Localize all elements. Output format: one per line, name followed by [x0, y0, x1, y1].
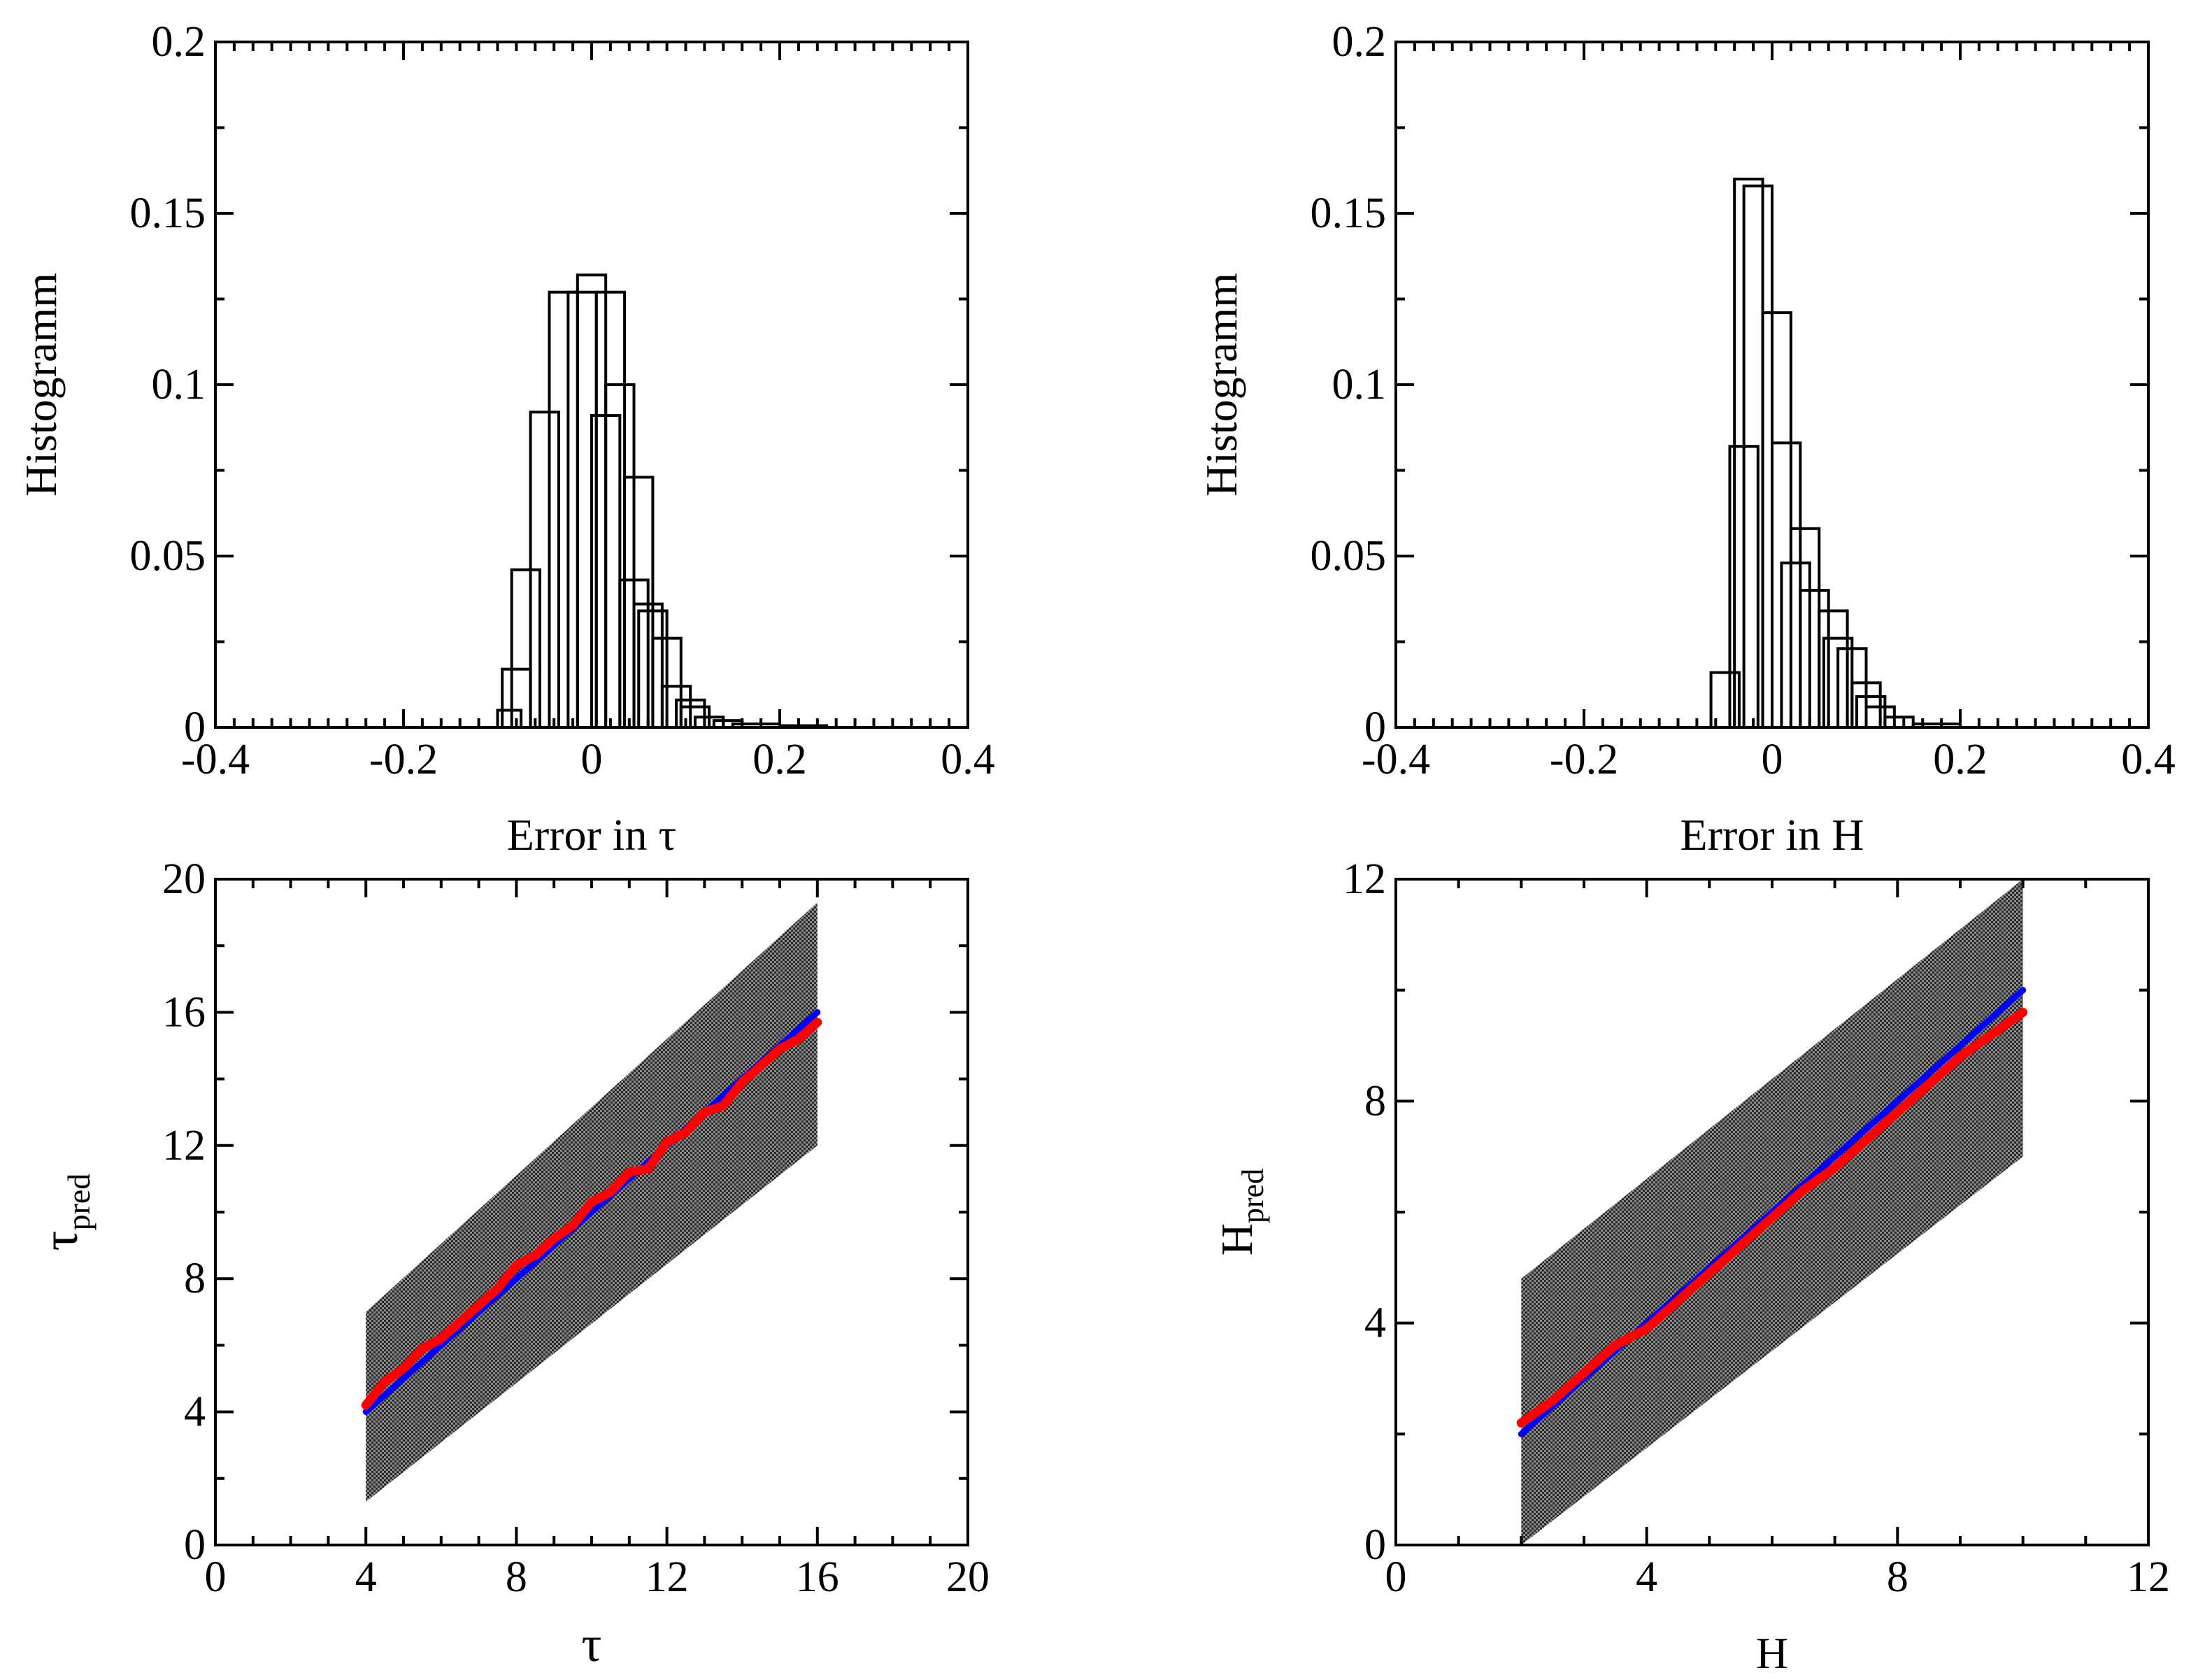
x-tick-label: -0.2	[369, 736, 438, 783]
y-tick-label: 0.05	[130, 532, 206, 580]
y-axis-label: Histogramm	[1197, 273, 1246, 497]
x-axis-label: Error in τ	[507, 810, 677, 860]
y-tick-label: 0.1	[152, 361, 206, 408]
x-tick-label: 0	[581, 736, 603, 783]
mean-prediction-line	[361, 1018, 822, 1410]
x-tick-label: 12	[2127, 1553, 2170, 1601]
histogram-bar	[1728, 445, 1760, 727]
histogram-bar	[1818, 609, 1849, 727]
y-tick-label: 4	[1364, 1300, 1386, 1347]
histogram-bar	[1789, 527, 1821, 727]
y-axis-label-main: τ	[32, 1230, 88, 1251]
x-tick-label: 8	[506, 1553, 527, 1601]
y-axis-label-sub: pred	[1236, 1169, 1270, 1223]
y-tick-label: 0.1	[1332, 361, 1387, 408]
x-tick-label: 0.2	[1933, 736, 1987, 783]
x-tick-label: 0	[205, 1553, 227, 1601]
mean-prediction-line	[1516, 1007, 2028, 1428]
y-axis-label: Hpred	[1212, 1169, 1270, 1255]
histogram-bar	[1780, 561, 1811, 727]
y-tick-label: 8	[184, 1255, 206, 1302]
x-axis-label: Error in H	[1680, 810, 1864, 860]
y-axis-label-sub: pred	[61, 1174, 97, 1231]
histogram-bar	[1761, 311, 1792, 727]
y-tick-label: 0	[184, 704, 206, 751]
x-tick-label: 0	[1385, 1553, 1407, 1601]
panel-hist-tau: -0.4 -0.2 0 0.2 0.4 0 0.05 0.1 0.15 0.2 Error in …	[16, 18, 995, 860]
x-axis-label: τ	[582, 1616, 602, 1672]
histogram-bar	[548, 290, 579, 727]
histogram-bar	[501, 667, 532, 727]
x-tick-label: 0.4	[941, 736, 995, 783]
x-tick-label: -0.4	[1362, 736, 1430, 783]
y-tick-label: 12	[162, 1122, 206, 1169]
panel-scatter-h: 0 4 8 12 0 4 8 12 H Hpred	[1212, 855, 2170, 1678]
x-tick-label: 16	[796, 1553, 839, 1601]
y-tick-label: 0.05	[1311, 532, 1387, 580]
histogram-bar	[1883, 716, 1915, 727]
x-tick-label: -0.4	[181, 736, 250, 783]
y-tick-label: 0	[184, 1521, 206, 1569]
y-tick-label: 0.15	[1311, 190, 1387, 237]
y-axis-label: τpred	[32, 1174, 97, 1251]
x-tick-label: 0.2	[752, 736, 807, 783]
x-tick-label: 8	[1887, 1553, 1908, 1601]
x-tick-label: 20	[946, 1553, 990, 1601]
panel-hist-h: -0.4 -0.2 0 0.2 0.4 0 0.05 0.1 0.15 0.2 Error in …	[1197, 18, 2176, 860]
histogram-bar	[604, 383, 636, 727]
x-tick-label: 4	[1636, 1553, 1657, 1601]
y-tick-label: 20	[162, 855, 206, 903]
y-tick-label: 12	[1343, 855, 1386, 903]
histogram-bar	[594, 290, 627, 727]
y-tick-label: 0.2	[1332, 18, 1387, 66]
y-tick-label: 0.2	[152, 18, 206, 66]
y-tick-label: 16	[162, 988, 206, 1036]
y-axis-label-main: H	[1212, 1223, 1262, 1255]
histogram-bar	[1771, 441, 1802, 727]
y-axis-label: Histogramm	[16, 273, 66, 497]
x-tick-label: -0.2	[1550, 736, 1618, 783]
y-tick-label: 0	[1364, 704, 1386, 751]
histogram-bar	[1799, 589, 1830, 727]
x-axis-label: H	[1756, 1628, 1788, 1677]
y-tick-label: 4	[184, 1388, 206, 1436]
y-tick-label: 0.15	[130, 190, 206, 237]
x-tick-label: 12	[645, 1553, 689, 1601]
x-tick-label: 0.4	[2121, 736, 2176, 783]
x-tick-label: 0	[1762, 736, 1783, 783]
y-tick-label: 0	[1364, 1521, 1386, 1569]
histogram-bar	[510, 568, 542, 727]
histogram-bar	[637, 609, 669, 727]
x-tick-label: 4	[355, 1553, 377, 1601]
y-tick-label: 8	[1364, 1077, 1386, 1125]
histogram-bar	[1855, 695, 1887, 727]
